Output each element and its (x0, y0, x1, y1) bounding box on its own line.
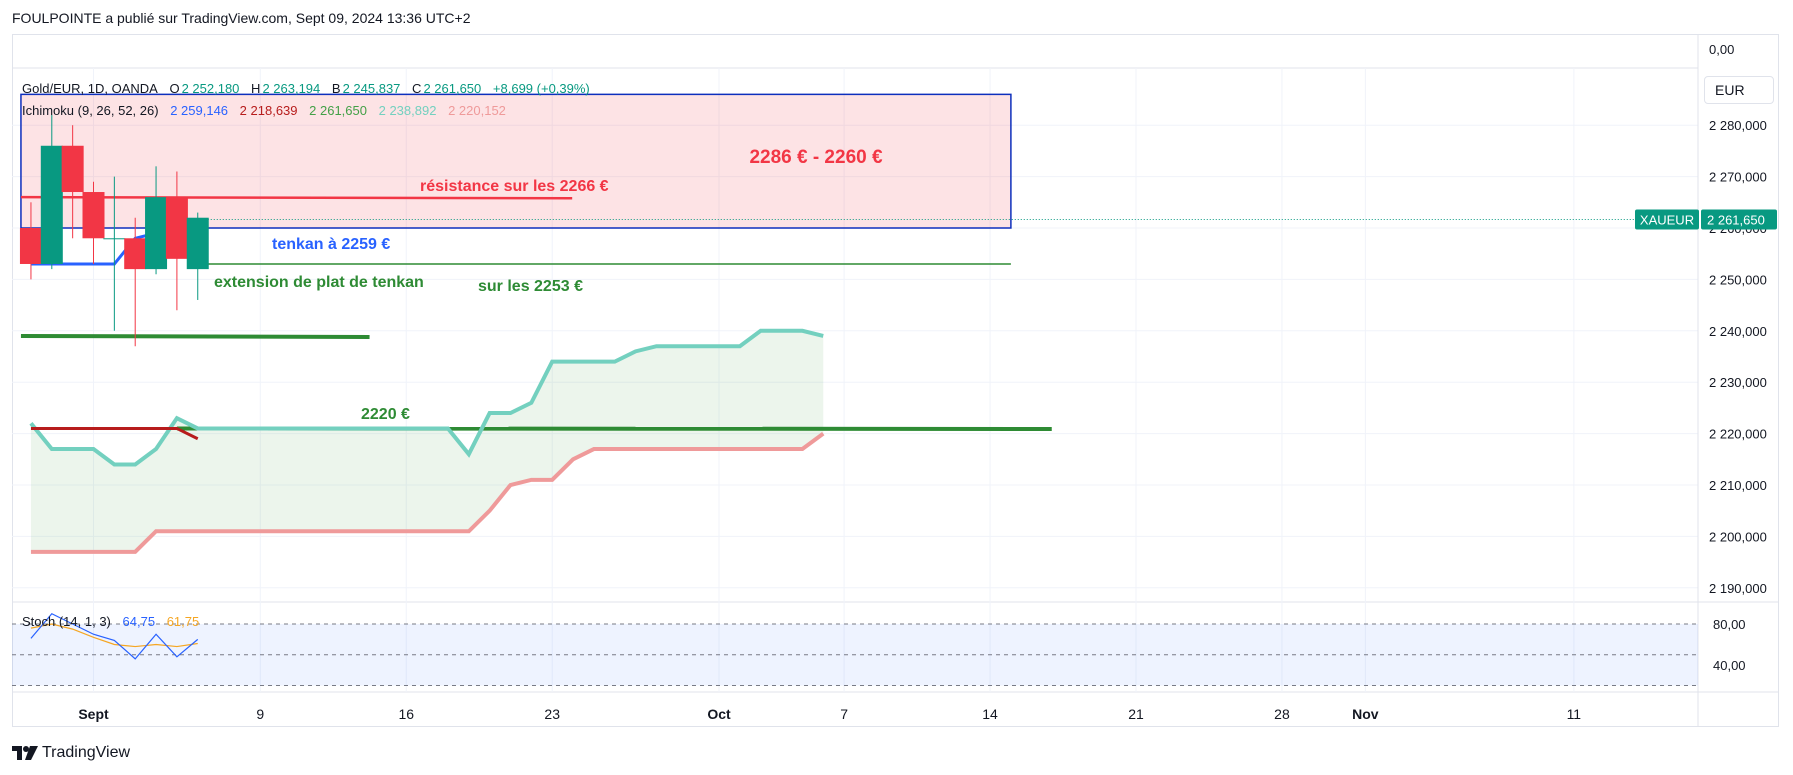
resistance-line (20, 195, 573, 200)
y-tick-label: 2 270,000 (1709, 170, 1767, 185)
price-badge-value: 2 261,650 (1707, 213, 1765, 228)
stochastic-pane (12, 613, 1698, 686)
x-tick-label: 7 (840, 706, 848, 722)
annotations: 2286 € - 2260 € résistance sur les 2266 €… (214, 147, 883, 423)
high-value: 2 263,194 (262, 81, 321, 96)
annotation-2220: 2220 € (361, 406, 410, 423)
tradingview-footer[interactable]: TradingView (12, 744, 130, 762)
candle-body (40, 145, 63, 264)
annotation-box-label: 2286 € - 2260 € (749, 147, 883, 168)
stoch-k-value: 64,75 (122, 614, 156, 629)
stoch-d-line (30, 623, 198, 648)
ichimoku-spana-value: 2 238,892 (378, 103, 437, 118)
candle-body (82, 192, 105, 239)
change-value: +8,699 (+0,39%) (492, 81, 590, 96)
kijun-line (30, 426, 199, 441)
y-tick-label-top: 0,00 (1709, 42, 1734, 57)
candle-body (165, 197, 188, 259)
candle-body (145, 197, 168, 270)
x-tick-label: 28 (1274, 706, 1290, 722)
tradingview-logo-icon (12, 746, 38, 760)
candle-body (124, 238, 147, 270)
close-label: C (412, 81, 422, 96)
low-value: 2 245,837 (342, 81, 401, 96)
chart-frame (12, 34, 1779, 727)
x-tick-label: 21 (1128, 706, 1144, 722)
x-tick-label: 14 (982, 706, 998, 722)
ichimoku-cloud (30, 330, 824, 552)
y-tick-label: 2 280,000 (1709, 118, 1767, 133)
candle-body (186, 217, 209, 270)
x-tick-label: 9 (256, 706, 264, 722)
lagging-level-line (20, 333, 370, 339)
annotation-tenkan-extension: extension de plat de tenkan (214, 274, 424, 291)
annotation-resistance: résistance sur les 2266 € (420, 178, 609, 195)
x-tick-label: Oct (707, 706, 731, 722)
x-tick-label: 11 (1567, 706, 1582, 722)
user-drawings (20, 93, 1052, 431)
currency-selector[interactable]: EUR (1704, 76, 1774, 104)
close-value: 2 261,650 (423, 81, 482, 96)
y-tick-label: 2 230,000 (1709, 375, 1767, 390)
stoch-tick-label: 40,00 (1713, 658, 1746, 673)
x-tick-label: Sept (78, 706, 109, 722)
open-label: O (169, 81, 180, 96)
ichimoku-label: Ichimoku (9, 26, 52, 26) (22, 103, 159, 118)
symbol-badge-label: XAUEUR (1640, 213, 1694, 228)
annotation-2253: sur les 2253 € (478, 278, 583, 295)
candlesticks (19, 114, 209, 347)
time-axis: Sept 9 16 23 Oct 7 14 21 28 Nov 11 (78, 706, 1581, 722)
ichimoku-tenkan-value: 2 259,146 (170, 103, 229, 118)
candle-body (103, 238, 126, 240)
ichimoku-kijun-value: 2 218,639 (239, 103, 298, 118)
stoch-k-line (30, 613, 199, 660)
y-tick-label: 2 200,000 (1709, 529, 1767, 544)
y-tick-label: 2 250,000 (1709, 272, 1767, 287)
stoch-legend[interactable]: Stoch (14, 1, 3) 64,75 61,75 (22, 614, 201, 629)
candle-body (19, 228, 42, 264)
candle-body (61, 145, 84, 193)
price-badge (1701, 209, 1777, 230)
y-tick-label: 2 190,000 (1709, 581, 1767, 596)
y-tick-label: 2 240,000 (1709, 324, 1767, 339)
x-tick-label: Nov (1352, 706, 1379, 722)
annotation-tenkan: tenkan à 2259 € (272, 236, 390, 253)
y-tick-label: 2 210,000 (1709, 478, 1767, 493)
ichimoku-legend[interactable]: Ichimoku (9, 26, 52, 26) 2 259,146 2 218… (22, 103, 508, 118)
ichimoku-spanb-value: 2 220,152 (448, 103, 506, 118)
publisher-caption: FOULPOINTE a publié sur TradingView.com,… (12, 10, 471, 26)
ichimoku-lagging-value: 2 261,650 (309, 103, 367, 118)
stoch-tick-label: 80,00 (1713, 617, 1746, 632)
symbol-label: Gold/EUR, 1D, OANDA (22, 81, 158, 96)
x-tick-label: 16 (398, 706, 414, 722)
stoch-label: Stoch (14, 1, 3) (22, 614, 111, 629)
x-tick-label: 23 (544, 706, 560, 722)
cloud-fill (30, 330, 824, 552)
senkou-span-a-line (29, 328, 824, 467)
stoch-d-value: 61,75 (166, 614, 200, 629)
y-tick-label: 2 220,000 (1709, 427, 1767, 442)
low-label: B (331, 81, 341, 96)
symbol-badge (1635, 209, 1699, 230)
tradingview-brand: TradingView (42, 744, 131, 761)
senkou-span-b-line (30, 431, 825, 554)
high-label: H (251, 81, 261, 96)
open-value: 2 252,180 (181, 81, 240, 96)
